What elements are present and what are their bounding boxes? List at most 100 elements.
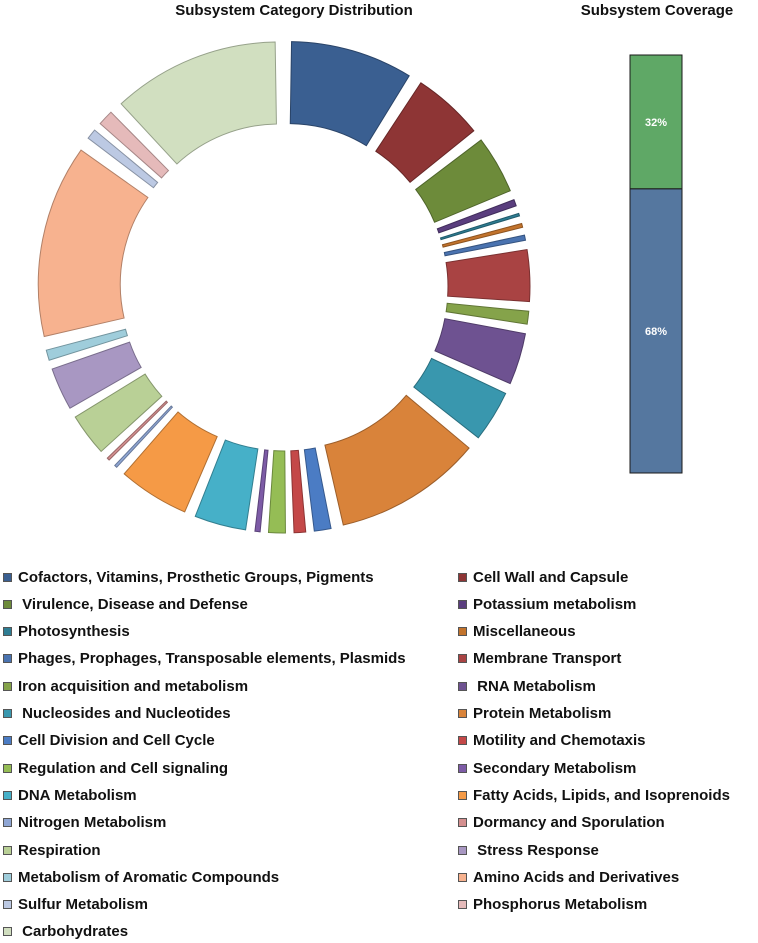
legend-swatch <box>3 736 12 746</box>
legend-swatch <box>3 681 12 691</box>
legend-swatch <box>3 627 12 637</box>
donut-slice-amino-acids-and-derivatives <box>37 149 149 338</box>
donut-slice-nitrogen-metabolism <box>114 405 174 469</box>
legend-swatch <box>3 709 12 718</box>
legend-item: Regulation and Cell signaling <box>3 758 228 778</box>
legend-item: Iron acquisition and metabolism <box>3 676 248 696</box>
legend-label: Dormancy and Sporulation <box>473 814 665 832</box>
legend-item: Nucleosides and Nucleotides <box>3 704 231 724</box>
legend-item: Cell Wall and Capsule <box>458 567 628 587</box>
legend-swatch <box>458 627 467 637</box>
donut-slice-motility-and-chemotaxis <box>290 449 307 534</box>
donut-slice-virulence-disease-and-defense <box>415 139 511 223</box>
legend-swatch <box>3 763 12 773</box>
legend-swatch <box>458 900 467 910</box>
legend-label: Cell Division and Cell Cycle <box>18 732 215 750</box>
donut-slice-carbohydrates <box>120 41 277 165</box>
donut-slice-dormancy-and-sporulation <box>106 400 169 461</box>
legend-swatch <box>3 572 12 582</box>
legend-item: Phages, Prophages, Transposable elements… <box>3 649 406 669</box>
legend-item: Amino Acids and Derivatives <box>458 867 679 887</box>
legend-swatch <box>458 599 467 609</box>
legend-label: Phosphorus Metabolism <box>473 896 648 914</box>
legend-item: Photosynthesis <box>3 622 130 642</box>
legend-item: Nitrogen Metabolism <box>3 813 166 833</box>
legend-label: Iron acquisition and metabolism <box>18 677 249 695</box>
donut-chart-title: Subsystem Category Distribution <box>175 2 413 19</box>
coverage-label-32: 32% <box>645 117 667 129</box>
legend-label: DNA Metabolism <box>18 786 137 804</box>
legend-swatch <box>458 572 467 582</box>
legend-swatch <box>458 736 467 746</box>
donut-slice-potassium-metabolism <box>436 199 517 234</box>
legend-label: Miscellaneous <box>473 623 576 641</box>
legend-item: Membrane Transport <box>458 649 621 669</box>
legend-label: Regulation and Cell signaling <box>18 759 229 777</box>
donut-slice-iron-acquisition-and-metabolism <box>445 302 530 325</box>
legend-label: Stress Response <box>473 841 599 859</box>
legend-label: RNA Metabolism <box>473 677 596 695</box>
legend-item: Protein Metabolism <box>458 704 611 724</box>
donut-slice-cell-division-and-cell-cycle <box>303 447 332 532</box>
chart-canvas: Subsystem Category Distribution Subsyste… <box>37 2 733 534</box>
donut-chart <box>37 41 531 534</box>
legend-label: Nitrogen Metabolism <box>18 814 167 832</box>
legend-item: Carbohydrates <box>3 922 128 942</box>
donut-slice-phosphorus-metabolism <box>99 111 170 179</box>
legend-swatch <box>458 790 467 800</box>
legend-label: Protein Metabolism <box>473 705 612 722</box>
donut-slice-photosynthesis <box>439 212 521 241</box>
legend-label: Secondary Metabolism <box>473 759 637 777</box>
donut-slice-miscellaneous <box>441 222 524 248</box>
legend-item: Fatty Acids, Lipids, and Isoprenoids <box>458 785 730 805</box>
donut-slice-cell-wall-and-capsule <box>375 82 475 184</box>
legend-item: Cell Division and Cell Cycle <box>3 731 215 751</box>
donut-slice-stress-response <box>51 341 142 409</box>
legend-swatch <box>458 763 467 773</box>
legend-label: Carbohydrates <box>18 923 129 941</box>
legend-swatch <box>3 872 12 882</box>
donut-slice-sulfur-metabolism <box>87 129 159 189</box>
legend-swatch <box>458 654 467 664</box>
donut-slice-dna-metabolism <box>194 439 259 531</box>
legend-label: Phages, Prophages, Transposable elements… <box>18 650 406 668</box>
donut-slice-protein-metabolism <box>324 394 470 526</box>
legend-item: Virulence, Disease and Defense <box>3 594 248 614</box>
legend-item: RNA Metabolism <box>458 676 596 696</box>
legend-item: Secondary Metabolism <box>458 758 636 778</box>
legend-item: Potassium metabolism <box>458 594 636 614</box>
legend-label: Metabolism of Aromatic Compounds <box>18 868 280 886</box>
legend-swatch <box>458 872 467 882</box>
legend-swatch <box>458 709 467 718</box>
donut-slice-fatty-acids-lipids-and-isoprenoids <box>123 411 218 513</box>
legend-label: Membrane Transport <box>473 650 622 668</box>
coverage-label-68: 68% <box>645 326 667 338</box>
donut-slice-secondary-metabolism <box>254 449 269 533</box>
legend-swatch <box>3 599 12 609</box>
legend-swatch <box>3 654 12 664</box>
legend-swatch <box>458 681 467 691</box>
legend-label: Amino Acids and Derivatives <box>473 868 680 886</box>
donut-slice-rna-metabolism <box>434 318 527 385</box>
chart-legend: Cofactors, Vitamins, Prosthetic Groups, … <box>0 560 758 943</box>
donut-slice-nucleosides-and-nucleotides <box>413 357 507 439</box>
legend-item: Respiration <box>3 840 101 860</box>
donut-slice-phages-prophages-transposable-elements-plasmids <box>443 234 527 257</box>
legend-label: Sulfur Metabolism <box>18 896 149 914</box>
legend-item: Dormancy and Sporulation <box>458 813 665 833</box>
donut-slice-cofactors-vitamins-prosthetic-groups-pigments <box>289 41 410 147</box>
donut-slice-metabolism-of-aromatic-compounds <box>45 328 129 361</box>
legend-label: Nucleosides and Nucleotides <box>18 705 231 722</box>
legend-swatch <box>3 900 12 910</box>
legend-label: Cell Wall and Capsule <box>473 568 629 586</box>
legend-swatch <box>3 927 12 937</box>
legend-item: DNA Metabolism <box>3 785 137 805</box>
legend-swatch <box>3 845 12 855</box>
coverage-bar-chart: 68% 32% <box>629 54 683 474</box>
legend-swatch <box>3 790 12 800</box>
legend-item: Sulfur Metabolism <box>3 895 148 915</box>
legend-swatch <box>3 818 12 828</box>
legend-item: Motility and Chemotaxis <box>458 731 646 751</box>
legend-item: Cofactors, Vitamins, Prosthetic Groups, … <box>3 567 374 587</box>
legend-label: Fatty Acids, Lipids, and Isoprenoids <box>473 786 730 804</box>
